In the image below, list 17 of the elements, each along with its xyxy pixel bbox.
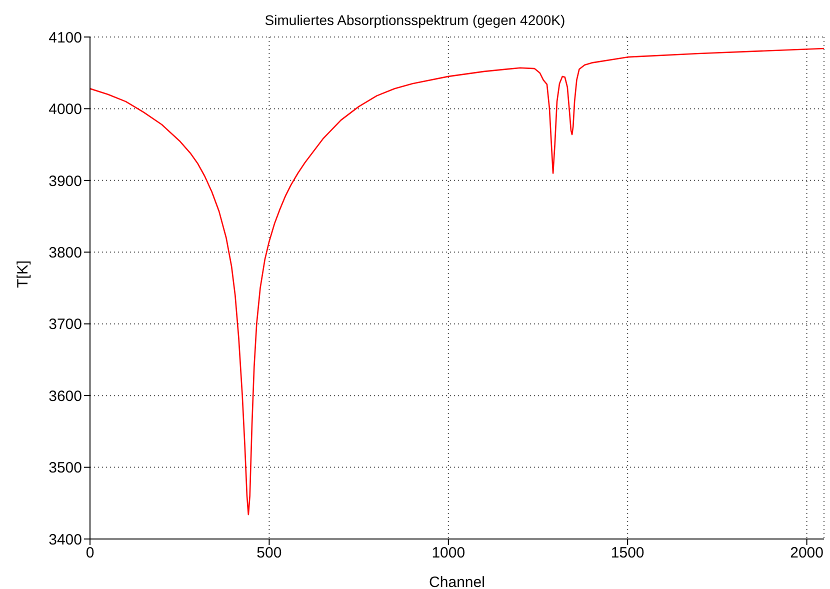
y-tick-label: 3800 <box>48 244 82 262</box>
y-tick-label: 3600 <box>48 388 82 405</box>
chart-title: Simuliertes Absorptionsspektrum (gegen 4200K) <box>264 12 566 28</box>
x-tick-label: 0 <box>86 544 94 562</box>
y-tick-label: 3500 <box>48 460 82 477</box>
x-tick-label: 1500 <box>610 544 644 562</box>
x-axis-title: Channel <box>429 574 485 589</box>
y-tick-label: 3900 <box>48 172 82 190</box>
y-tick-label: 4100 <box>48 29 82 46</box>
y-tick-label: 3400 <box>48 531 82 548</box>
y-tick-label: 3700 <box>48 316 82 334</box>
x-tick-label: 2000 <box>790 544 824 562</box>
x-tick-label: 1000 <box>432 544 466 562</box>
line-series <box>90 48 824 516</box>
y-tick-label: 4000 <box>48 101 82 118</box>
x-tick-label: 500 <box>256 544 282 562</box>
y-axis-title: T[K] <box>14 260 32 288</box>
